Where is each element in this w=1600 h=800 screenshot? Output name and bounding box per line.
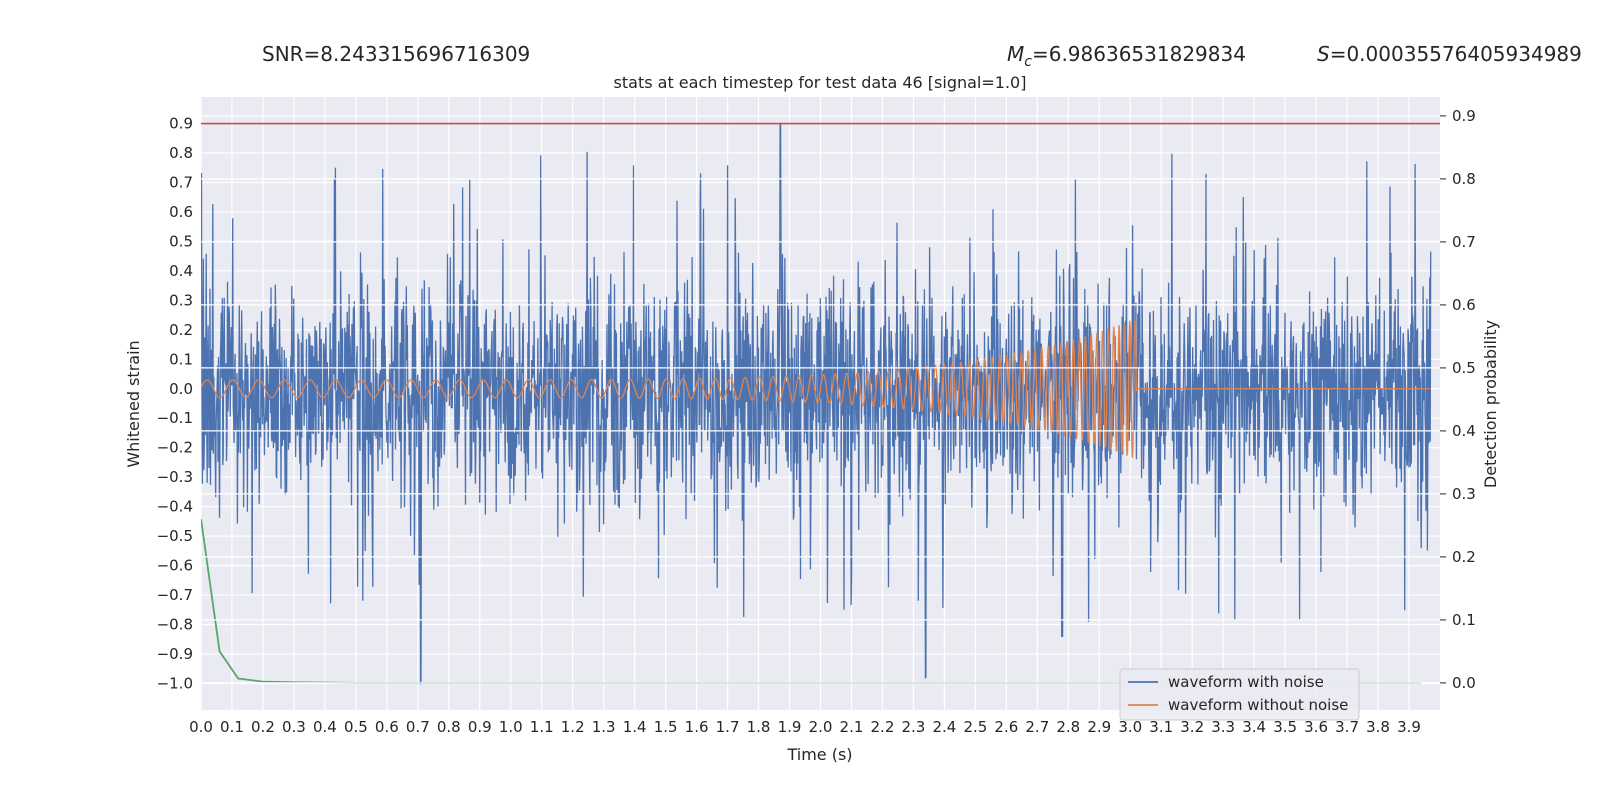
x-tick-label: 2.7 bbox=[1025, 718, 1049, 736]
x-tick-label: 2.5 bbox=[963, 718, 987, 736]
x-tick-label: 3.4 bbox=[1242, 718, 1266, 736]
x-tick-label: 1.5 bbox=[654, 718, 678, 736]
left-y-tick-label: −0.3 bbox=[157, 468, 193, 486]
left-y-tick-label: −0.4 bbox=[157, 498, 193, 516]
right-y-tick-label: 0.6 bbox=[1452, 296, 1476, 314]
left-y-axis-label: Whitened strain bbox=[124, 340, 143, 467]
s-stat-label: S=0.00035576405934989 bbox=[1317, 42, 1582, 66]
x-tick-label: 0.2 bbox=[251, 718, 275, 736]
x-tick-label: 0.3 bbox=[282, 718, 306, 736]
chirp-mass-symbol: M bbox=[1007, 42, 1024, 66]
left-y-tick-label: −0.5 bbox=[157, 527, 193, 545]
x-tick-label: 1.4 bbox=[623, 718, 647, 736]
x-tick-label: 2.9 bbox=[1087, 718, 1111, 736]
x-tick-label: 3.3 bbox=[1211, 718, 1235, 736]
x-tick-label: 2.2 bbox=[871, 718, 895, 736]
s-stat-symbol: S bbox=[1317, 42, 1330, 66]
x-tick-label: 3.1 bbox=[1149, 718, 1173, 736]
x-tick-label: 1.1 bbox=[530, 718, 554, 736]
x-tick-label: 3.5 bbox=[1273, 718, 1297, 736]
legend: waveform with noise waveform without noi… bbox=[1119, 668, 1360, 721]
x-tick-label: 1.7 bbox=[716, 718, 740, 736]
x-tick-label: 1.8 bbox=[747, 718, 771, 736]
left-y-tick-label: −0.7 bbox=[157, 586, 193, 604]
x-axis-label: Time (s) bbox=[786, 745, 852, 764]
chirp-mass-label: Mc=6.98636531829834 bbox=[1007, 42, 1246, 70]
left-y-tick-label: 0.2 bbox=[169, 321, 193, 339]
left-y-tick-label: 0.5 bbox=[169, 232, 193, 250]
left-y-tick-label: 0.4 bbox=[169, 262, 193, 280]
x-tick-label: 0.9 bbox=[468, 718, 492, 736]
x-tick-label: 2.0 bbox=[809, 718, 833, 736]
left-y-tick-label: 0.3 bbox=[169, 291, 193, 309]
right-axis-ticks: 0.9 0.8 0.7 0.6 0.5 0.4 0.3 0.2 0.1 0.0 bbox=[1440, 107, 1476, 692]
x-tick-label: 0.4 bbox=[313, 718, 337, 736]
right-y-axis-label: Detection probability bbox=[1481, 320, 1500, 488]
left-y-tick-label: 0.1 bbox=[169, 350, 193, 368]
x-tick-label: 1.9 bbox=[778, 718, 802, 736]
right-y-tick-label: 0.2 bbox=[1452, 548, 1476, 566]
x-tick-label: 2.6 bbox=[994, 718, 1018, 736]
series-waveform-without-noise bbox=[201, 319, 1431, 458]
x-tick-label: 2.8 bbox=[1056, 718, 1080, 736]
left-y-tick-label: −1.0 bbox=[157, 674, 193, 692]
left-y-tick-label: −0.2 bbox=[157, 439, 193, 457]
left-y-tick-label: 0.0 bbox=[169, 380, 193, 398]
x-tick-label: 3.7 bbox=[1335, 718, 1359, 736]
left-y-tick-label: 0.7 bbox=[169, 173, 193, 191]
chart-title: stats at each timestep for test data 46 … bbox=[614, 73, 1027, 92]
x-tick-label: 3.2 bbox=[1180, 718, 1204, 736]
snr-label: SNR=8.243315696716309 bbox=[262, 42, 530, 66]
left-y-tick-label: −0.6 bbox=[157, 557, 193, 575]
right-y-tick-label: 0.8 bbox=[1452, 170, 1476, 188]
legend-label-noisy: waveform with noise bbox=[1168, 673, 1324, 691]
left-y-tick-label: −0.8 bbox=[157, 616, 193, 634]
x-tick-label: 0.1 bbox=[220, 718, 244, 736]
x-tick-label: 1.3 bbox=[592, 718, 616, 736]
x-axis-ticks: 0.0 0.1 0.2 0.3 0.4 0.5 0.6 0.7 0.8 0.9 1.0 1.1 1.2 1… bbox=[189, 718, 1421, 736]
left-y-tick-label: −0.9 bbox=[157, 645, 193, 663]
right-y-tick-label: 0.1 bbox=[1452, 611, 1476, 629]
x-tick-label: 1.0 bbox=[499, 718, 523, 736]
left-y-tick-label: 0.8 bbox=[169, 144, 193, 162]
x-tick-label: 3.8 bbox=[1366, 718, 1390, 736]
x-tick-label: 3.9 bbox=[1397, 718, 1421, 736]
right-y-tick-label: 0.7 bbox=[1452, 233, 1476, 251]
left-y-tick-label: 0.6 bbox=[169, 203, 193, 221]
left-axis-ticks: 0.9 0.8 0.7 0.6 0.5 0.4 0.3 0.2 0.1 0.0 −0.1 −0.2 −0… bbox=[157, 115, 193, 693]
right-y-tick-label: 0.9 bbox=[1452, 107, 1476, 125]
legend-box bbox=[1119, 668, 1360, 721]
legend-label-clean: waveform without noise bbox=[1168, 696, 1348, 714]
x-tick-label: 2.4 bbox=[932, 718, 956, 736]
x-tick-label: 1.6 bbox=[685, 718, 709, 736]
chirp-mass-value: =6.98636531829834 bbox=[1032, 42, 1246, 66]
right-y-tick-label: 0.3 bbox=[1452, 485, 1476, 503]
x-tick-label: 0.0 bbox=[189, 718, 213, 736]
x-tick-label: 0.5 bbox=[344, 718, 368, 736]
x-tick-label: 0.8 bbox=[437, 718, 461, 736]
chirp-mass-subscript: c bbox=[1024, 54, 1032, 70]
x-tick-label: 2.1 bbox=[840, 718, 864, 736]
s-stat-value: =0.00035576405934989 bbox=[1330, 42, 1582, 66]
x-tick-label: 1.2 bbox=[561, 718, 585, 736]
left-y-tick-label: 0.9 bbox=[169, 115, 193, 133]
series-waveform-with-noise bbox=[201, 122, 1432, 685]
x-tick-label: 0.6 bbox=[375, 718, 399, 736]
right-y-tick-label: 0.4 bbox=[1452, 422, 1476, 440]
x-tick-label: 0.7 bbox=[406, 718, 430, 736]
right-y-tick-label: 0.5 bbox=[1452, 359, 1476, 377]
left-y-tick-label: −0.1 bbox=[157, 409, 193, 427]
x-tick-label: 2.3 bbox=[901, 718, 925, 736]
right-y-tick-label: 0.0 bbox=[1452, 674, 1476, 692]
x-tick-label: 3.0 bbox=[1118, 718, 1142, 736]
x-tick-label: 3.6 bbox=[1304, 718, 1328, 736]
